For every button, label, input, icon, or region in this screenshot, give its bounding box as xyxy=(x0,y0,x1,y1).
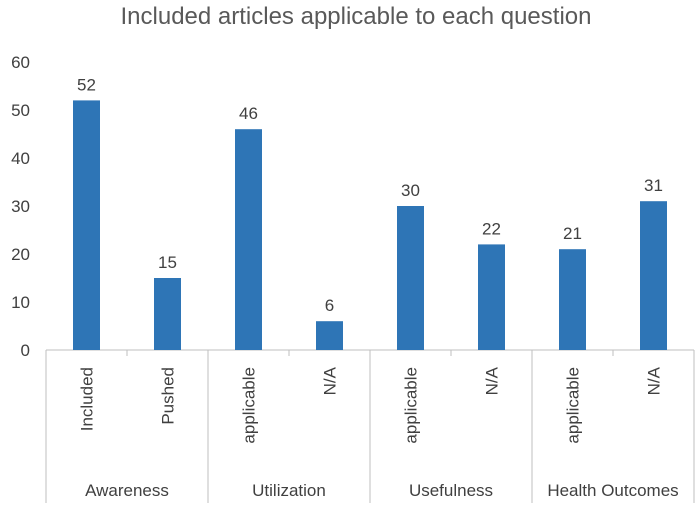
bar xyxy=(316,321,343,350)
y-tick-label: 30 xyxy=(11,197,30,216)
data-label: 22 xyxy=(482,219,501,238)
data-label: 30 xyxy=(401,181,420,200)
chart-title: Included articles applicable to each que… xyxy=(121,3,592,30)
y-tick-label: 20 xyxy=(11,245,30,264)
bar xyxy=(397,206,424,350)
group-label: Utilization xyxy=(252,481,326,500)
group-label: Usefulness xyxy=(409,481,493,500)
y-tick-label: 0 xyxy=(21,341,30,360)
data-label: 31 xyxy=(644,176,663,195)
bar xyxy=(478,244,505,350)
category-label: applicable xyxy=(402,367,421,444)
data-label: 21 xyxy=(563,224,582,243)
category-label: N/A xyxy=(321,366,340,395)
data-labels: 52 15 46 6 30 22 21 31 xyxy=(77,75,663,315)
data-label: 52 xyxy=(77,75,96,94)
category-label: applicable xyxy=(240,367,259,444)
y-tick-label: 60 xyxy=(11,53,30,72)
y-tick-label: 50 xyxy=(11,101,30,120)
category-label: applicable xyxy=(564,367,583,444)
y-tick-label: 40 xyxy=(11,149,30,168)
bars xyxy=(73,100,667,351)
group-label: Awareness xyxy=(85,481,169,500)
y-tick-label: 10 xyxy=(11,293,30,312)
category-label: N/A xyxy=(645,366,664,395)
data-label: 46 xyxy=(239,104,258,123)
category-label: Included xyxy=(78,367,97,431)
data-label: 15 xyxy=(158,253,177,272)
bar xyxy=(640,201,667,350)
group-label: Health Outcomes xyxy=(547,481,678,500)
category-label: Pushed xyxy=(159,367,178,425)
axes: 0 10 20 30 40 50 60 Included Pushed applicable N/A… xyxy=(11,53,695,503)
data-label: 6 xyxy=(325,296,334,315)
bar xyxy=(154,278,181,350)
bar xyxy=(73,100,100,351)
bar xyxy=(559,249,586,350)
category-label: N/A xyxy=(483,366,502,395)
bar xyxy=(235,129,262,350)
